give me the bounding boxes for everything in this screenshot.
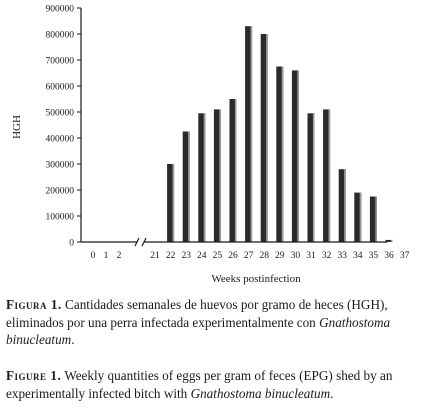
bar-face [307, 113, 315, 242]
bar-highlight [344, 169, 346, 242]
bar-highlight [375, 196, 377, 242]
bar-face [323, 109, 331, 243]
x-tick-label: 2 [117, 251, 122, 261]
bar [198, 113, 206, 242]
bar-face [229, 99, 237, 242]
bar-face [291, 70, 299, 243]
bar [323, 109, 331, 243]
y-axis-label: HGH [11, 115, 23, 139]
x-tick-label: 36 [384, 251, 394, 261]
x-tick-label: 29 [275, 251, 285, 261]
x-tick-label: 35 [369, 251, 379, 261]
caption-label-spanish: Figura 1. [6, 297, 62, 312]
bar-face [198, 113, 206, 242]
bar-highlight [172, 164, 175, 242]
bar-face [276, 66, 284, 242]
x-tick-label: 1 [104, 251, 109, 261]
x-tick-label: 31 [306, 251, 316, 261]
bar-face [385, 239, 393, 242]
x-tick-label: 28 [259, 251, 269, 261]
bar-face [167, 164, 175, 242]
bar-highlight [297, 70, 299, 243]
bar-highlight [312, 113, 315, 242]
y-tick-label: 300000 [46, 161, 75, 171]
x-tick-label: 22 [166, 251, 176, 261]
bar [276, 66, 284, 242]
bar-face [182, 131, 190, 242]
y-tick-label: 0 [69, 239, 74, 249]
bar-face [338, 169, 346, 242]
bars [167, 26, 393, 243]
bar [338, 169, 346, 242]
bar [182, 131, 190, 242]
y-tick-label: 900000 [46, 5, 75, 15]
caption-end-spanish: . [71, 332, 75, 347]
caption-end-english: . [330, 385, 334, 401]
bar-highlight [328, 109, 331, 243]
bar [291, 70, 299, 243]
bar [245, 26, 253, 243]
bar-highlight [234, 99, 237, 242]
bar-chart: 0 100000 200000 300000 400000 500000 600000 700… [11, 5, 410, 286]
bar-highlight [359, 192, 362, 242]
bar-face [213, 109, 221, 243]
x-tick-label: 33 [337, 251, 347, 261]
x-tick-label: 32 [322, 251, 332, 261]
bar [167, 164, 175, 242]
caption-text-english: Weekly quantities of eggs per gram of fe… [6, 368, 393, 401]
bar-highlight [250, 26, 253, 243]
bar-highlight [266, 34, 268, 242]
caption-species-english: Gnathostoma binucleatum [190, 385, 331, 401]
bar [229, 99, 237, 242]
bar-face [354, 192, 362, 242]
bar-face [245, 26, 253, 243]
y-tick-label: 600000 [46, 83, 75, 93]
x-tick-label: 37 [400, 251, 410, 261]
y-tick-label: 700000 [46, 57, 75, 67]
figure-caption-english: Figure 1. Weekly quantities of eggs per … [6, 367, 440, 402]
figure-caption-spanish: Figura 1. Cantidades semanales de huevos… [6, 296, 440, 349]
axis-break-mark [141, 237, 147, 247]
y-tick-label: 500000 [46, 109, 75, 119]
x-axis-ticks: 0 1 2 21 22 23 24 25 26 27 28 29 30 31 32 33 34 35 36 37 [91, 251, 410, 261]
axes [80, 8, 387, 247]
x-tick-label: 34 [353, 251, 363, 261]
x-tick-label: 30 [291, 251, 301, 261]
x-tick-label: 25 [213, 251, 223, 261]
y-tick-label: 400000 [46, 135, 75, 145]
x-tick-label: 27 [244, 251, 254, 261]
bar-face [369, 196, 377, 242]
x-tick-label: 26 [228, 251, 238, 261]
y-axis-ticks: 0 100000 200000 300000 400000 500000 600000 700… [46, 5, 81, 249]
bar [213, 109, 221, 243]
axis-break-mark [134, 237, 140, 247]
x-axis-label: Weeks postinfection [211, 273, 301, 285]
bar [307, 113, 315, 242]
x-tick-label: 23 [181, 251, 191, 261]
caption-text-spanish: Cantidades semanales de huevos por gramo… [6, 297, 388, 330]
bar-highlight [188, 131, 190, 242]
y-tick-label: 100000 [46, 213, 75, 223]
bar-highlight [203, 113, 206, 242]
bar-face [260, 34, 268, 242]
bar-highlight [390, 239, 393, 242]
x-tick-label: 21 [150, 251, 160, 261]
x-tick-label: 24 [197, 251, 207, 261]
caption-species-spanish: Gnathostoma binucleatum [6, 314, 391, 348]
bar-highlight [281, 66, 284, 242]
bar [260, 34, 268, 242]
bar [385, 239, 393, 242]
x-tick-label: 0 [91, 251, 96, 261]
bar-highlight [219, 109, 221, 243]
caption-label-english: Figure 1. [6, 368, 62, 383]
y-tick-label: 200000 [46, 187, 75, 197]
y-tick-label: 800000 [46, 31, 75, 41]
bar [354, 192, 362, 242]
bar [369, 196, 377, 242]
